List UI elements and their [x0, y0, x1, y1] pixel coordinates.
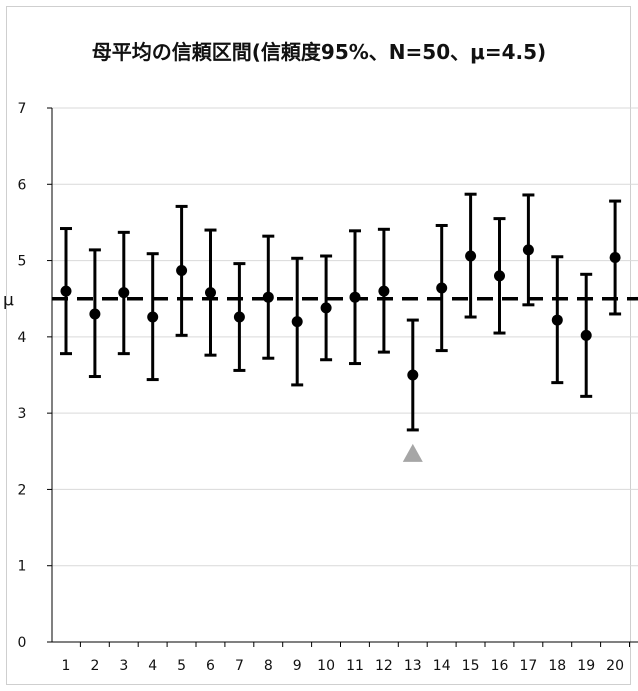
data-point [118, 287, 130, 299]
data-point [320, 302, 332, 314]
data-point [580, 329, 592, 341]
x-tick-label: 15 [462, 658, 480, 674]
x-tick-label: 19 [577, 658, 595, 674]
x-tick-label: 14 [433, 658, 451, 674]
x-tick-label: 5 [177, 658, 186, 674]
y-tick-label: 0 [18, 635, 27, 651]
chart-title: 母平均の信頼区間(信頼度95%、N=50、μ=4.5) [91, 40, 547, 64]
data-point [291, 316, 303, 328]
data-point [494, 270, 505, 282]
y-tick-label: 7 [18, 101, 27, 117]
data-point [407, 369, 419, 381]
data-point [89, 308, 101, 320]
grid-lines [52, 107, 638, 567]
y-tick-label: 6 [18, 177, 27, 193]
x-tick-label: 1 [62, 658, 71, 674]
chart-frame [6, 6, 631, 685]
data-point [262, 291, 274, 303]
x-tick-label: 18 [548, 658, 566, 674]
data-point [349, 291, 361, 303]
y-tick-label: 2 [18, 482, 27, 498]
axes [47, 107, 638, 647]
error-bars [60, 192, 622, 432]
data-point [378, 285, 390, 297]
x-tick-label: 8 [264, 658, 273, 674]
x-tick-label: 10 [317, 658, 335, 674]
y-tick-label: 1 [18, 559, 27, 575]
data-point [205, 287, 216, 299]
y-tick-label: 5 [18, 254, 27, 270]
triangle-marker [402, 443, 423, 462]
x-tick-label: 13 [404, 658, 422, 674]
x-tick-label: 9 [293, 658, 302, 674]
x-tick-label: 12 [375, 658, 393, 674]
x-tick-label: 2 [90, 658, 99, 674]
x-tick-label: 7 [235, 658, 244, 674]
reference-line-label: μ [3, 291, 14, 311]
x-tick-label: 16 [491, 658, 509, 674]
data-point [233, 311, 245, 323]
data-point [436, 282, 448, 294]
data-point [609, 252, 621, 264]
x-tick-label: 17 [519, 658, 537, 674]
data-point [465, 250, 477, 262]
data-point [176, 264, 188, 276]
y-tick-label: 4 [18, 330, 27, 346]
data-point [60, 285, 72, 297]
x-tick-label: 11 [346, 658, 364, 674]
x-tick-label: 3 [119, 658, 128, 674]
x-tick-label: 20 [606, 658, 624, 674]
data-point [147, 311, 159, 323]
y-tick-label: 3 [18, 406, 27, 422]
data-point [551, 314, 563, 326]
data-point [522, 244, 534, 256]
x-tick-label: 6 [206, 658, 215, 674]
annotation-marks [402, 443, 423, 462]
x-tick-label: 4 [148, 658, 157, 674]
